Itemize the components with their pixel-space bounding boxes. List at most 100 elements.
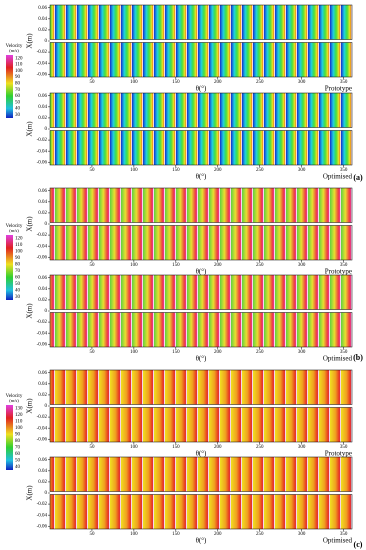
x-tick-label: 50: [89, 80, 95, 85]
y-tick-label: 0: [45, 404, 48, 409]
colorbar: [6, 405, 13, 470]
colorbar-tick-label: 80: [15, 439, 21, 444]
x-tick-label: 300: [298, 532, 306, 537]
y-tick-label: 0.04: [38, 469, 47, 474]
y-axis-label: X(m): [26, 33, 34, 49]
colorbar-tick-label: 110: [15, 243, 23, 248]
y-tick-label: 0.06: [38, 189, 47, 194]
y-tick-label: 0: [45, 491, 48, 496]
colorbar-tick-label: 40: [15, 107, 21, 112]
x-axis-label: θ(°): [196, 355, 207, 363]
colorbar-tick-label: 60: [15, 275, 21, 280]
y-tick-label: -0.02: [37, 320, 48, 325]
contour-lower: [49, 494, 353, 530]
colorbar-tick-label: 90: [15, 432, 21, 437]
x-tick-label: 200: [214, 445, 222, 450]
panel-caption: Optimised: [323, 173, 353, 181]
colorbar-tick-label: 70: [15, 88, 21, 93]
x-tick-label: 350: [340, 168, 348, 173]
colorbar-tick-label: 120: [15, 413, 23, 418]
y-tick-label: 0.06: [38, 6, 47, 11]
x-axis-label: θ(°): [196, 450, 207, 458]
y-tick-label: -0.02: [37, 233, 48, 238]
x-tick-label: 150: [172, 350, 180, 355]
y-axis-label: X(m): [26, 216, 34, 232]
y-tick-label: -0.02: [37, 50, 48, 55]
x-tick-label: 50: [89, 445, 95, 450]
colorbar-tick-label: 50: [15, 100, 21, 105]
y-tick-label: 0.02: [38, 211, 47, 216]
y-axis-label: X(m): [26, 121, 34, 137]
colorbar-tick-label: 80: [15, 81, 21, 86]
y-tick-label: -0.06: [37, 524, 48, 529]
y-tick-label: -0.02: [37, 502, 48, 507]
y-axis-label: X(m): [26, 398, 34, 414]
y-tick-label: 0: [45, 39, 48, 44]
colorbar-tick-label: 30: [15, 295, 21, 300]
y-tick-label: 0.06: [38, 276, 47, 281]
y-tick-label: 0.04: [38, 382, 47, 387]
colorbar-title: Velocity: [6, 44, 23, 49]
contour-lower: [49, 407, 353, 443]
contour-upper: [49, 92, 353, 128]
group-label: (c): [354, 540, 363, 549]
x-tick-label: 50: [89, 532, 95, 537]
colorbar-tick-label: 60: [15, 452, 21, 457]
x-tick-label: 100: [130, 532, 138, 537]
x-tick-label: 300: [298, 350, 306, 355]
panel-caption: Prototype: [325, 268, 352, 276]
x-tick-label: 350: [340, 263, 348, 268]
contour-upper: [49, 369, 353, 405]
contour-upper: [49, 274, 353, 310]
x-tick-label: 350: [340, 445, 348, 450]
colorbar-tick-label: 110: [15, 63, 23, 68]
panel-caption: Prototype: [325, 85, 352, 93]
y-tick-label: 0.04: [38, 287, 47, 292]
colorbar-tick-label: 30: [15, 113, 21, 118]
y-axis-label: X(m): [26, 485, 34, 501]
y-tick-label: -0.04: [37, 244, 48, 249]
colorbar: [6, 235, 13, 300]
colorbar-tick-label: 40: [15, 465, 21, 470]
y-tick-label: 0.02: [38, 298, 47, 303]
x-tick-label: 150: [172, 445, 180, 450]
x-tick-label: 300: [298, 80, 306, 85]
y-tick-label: 0.02: [38, 28, 47, 33]
colorbar-tick-label: 90: [15, 75, 21, 80]
x-tick-label: 200: [214, 168, 222, 173]
x-axis-label: θ(°): [196, 537, 207, 545]
x-axis-label: θ(°): [196, 173, 207, 181]
x-tick-label: 300: [298, 445, 306, 450]
contour-upper: [49, 456, 353, 492]
x-tick-label: 150: [172, 263, 180, 268]
colorbar-tick-label: 70: [15, 445, 21, 450]
x-tick-label: 200: [214, 80, 222, 85]
x-tick-label: 150: [172, 532, 180, 537]
colorbar-tick-label: 90: [15, 256, 21, 261]
colorbar-title: Velocity: [6, 394, 23, 399]
contour-lower: [49, 42, 353, 78]
y-tick-label: 0.06: [38, 458, 47, 463]
y-tick-label: 0: [45, 309, 48, 314]
panel-caption: Optimised: [323, 537, 353, 545]
x-tick-label: 150: [172, 168, 180, 173]
y-tick-label: 0.02: [38, 480, 47, 485]
x-tick-label: 250: [256, 350, 264, 355]
x-tick-label: 350: [340, 532, 348, 537]
y-tick-label: -0.06: [37, 160, 48, 165]
contour-lower: [49, 312, 353, 348]
y-tick-label: -0.04: [37, 61, 48, 66]
y-tick-label: -0.06: [37, 255, 48, 260]
x-tick-label: 100: [130, 80, 138, 85]
x-tick-label: 250: [256, 80, 264, 85]
colorbar-tick-label: 40: [15, 288, 21, 293]
x-axis-label: θ(°): [196, 85, 207, 93]
y-tick-label: -0.06: [37, 437, 48, 442]
x-tick-label: 50: [89, 168, 95, 173]
x-tick-label: 150: [172, 80, 180, 85]
x-tick-label: 100: [130, 168, 138, 173]
y-axis-label: X(m): [26, 303, 34, 319]
panel-caption: Prototype: [325, 450, 352, 458]
x-tick-label: 250: [256, 263, 264, 268]
